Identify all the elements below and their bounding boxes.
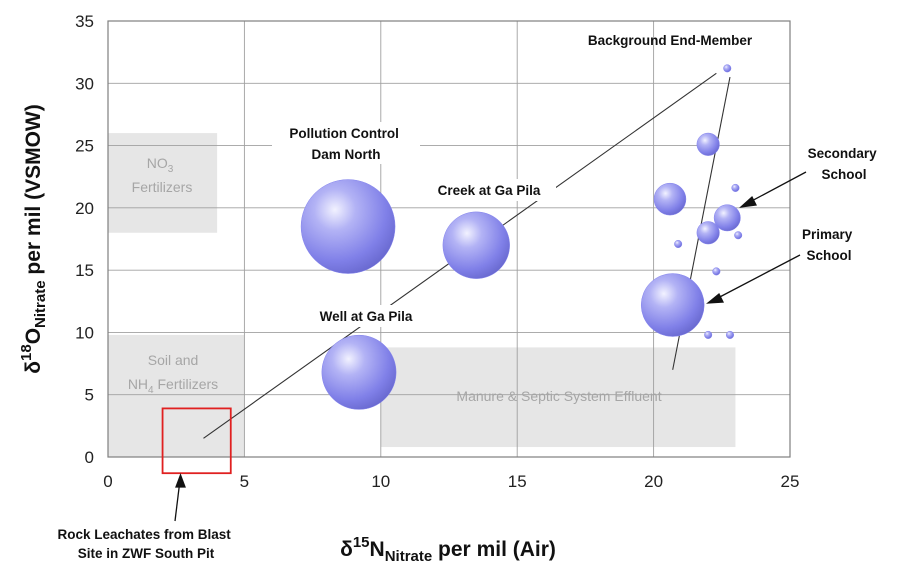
arrow-head-secondary xyxy=(739,195,757,208)
y-tick-label: 20 xyxy=(75,199,94,218)
arrow-head-primary xyxy=(706,292,725,304)
bubble-point xyxy=(704,330,713,339)
label-bg-well xyxy=(303,305,423,327)
zone-label-no3-fertilizers: NO3 Fertilizers xyxy=(132,155,193,195)
bubble-point xyxy=(696,221,720,245)
bubble-point xyxy=(653,182,687,216)
bubble-point xyxy=(321,334,397,410)
zone-label-manure-septic: Manure & Septic System Effluent xyxy=(456,388,661,404)
annotation-arrows xyxy=(174,171,807,522)
bubble-point xyxy=(696,132,720,156)
y-tick-label: 15 xyxy=(75,261,94,280)
bubble-point xyxy=(442,211,510,279)
x-axis-title: δ15NNitrate per mil (Air) xyxy=(340,534,556,562)
rock-leachate-highlight-box xyxy=(161,407,232,475)
bubble-point xyxy=(640,273,705,337)
source-zone-1 xyxy=(108,334,245,457)
bubble-point xyxy=(674,239,683,248)
bubble-point xyxy=(713,204,741,232)
source-zone-2 xyxy=(380,347,736,448)
x-tick-label: 20 xyxy=(644,472,663,491)
y-tick-label: 25 xyxy=(75,137,94,156)
annotation-primary-school: Primary School xyxy=(802,227,856,263)
plot-border xyxy=(107,20,791,458)
label-bg-creek xyxy=(422,179,556,201)
annotation-well-at-ga-pila: Well at Ga Pila xyxy=(320,309,413,324)
x-tick-label: 0 xyxy=(103,472,112,491)
annotation-secondary-school: Secondary School xyxy=(808,146,881,182)
label-bg-pollution xyxy=(272,122,420,164)
zone-label-soil-nh4-fertilizers: Soil and NH4 Fertilizers xyxy=(128,352,218,396)
y-tick-label: 5 xyxy=(85,386,94,405)
arrow-head-rock xyxy=(175,473,186,488)
source-zone-0 xyxy=(108,133,218,233)
bubble-point xyxy=(725,330,734,339)
annotation-background-end-member: Background End-Member xyxy=(588,33,753,48)
y-tick-label: 30 xyxy=(75,74,94,93)
arrow-secondary-school xyxy=(745,171,807,205)
bubble-point xyxy=(731,183,740,192)
bubbles xyxy=(300,64,743,410)
x-tick-label: 10 xyxy=(371,472,390,491)
bubble-point xyxy=(712,267,721,276)
x-tick-label: 25 xyxy=(781,472,800,491)
annotation-creek-at-ga-pila: Creek at Ga Pila xyxy=(438,183,541,198)
y-axis-title: δ18ONitrate per mil (VSMOW) xyxy=(18,104,49,373)
bubble-point xyxy=(723,64,732,73)
annotation-rock-leachates: Rock Leachates from Blast Site in ZWF So… xyxy=(57,527,234,561)
bubble-point xyxy=(300,179,396,274)
y-tick-label: 0 xyxy=(85,448,94,467)
arrow-primary-school xyxy=(713,254,801,301)
x-tick-label: 15 xyxy=(508,472,527,491)
x-tick-label: 5 xyxy=(240,472,249,491)
y-tick-label: 10 xyxy=(75,323,94,342)
bubble-point xyxy=(734,231,743,240)
y-tick-label: 35 xyxy=(75,12,94,31)
tick-labels: 0 5 10 15 20 25 0 5 10 15 20 25 30 35 xyxy=(75,12,799,491)
annotation-pollution-control-dam: Pollution Control Dam North xyxy=(289,126,402,162)
source-zones xyxy=(108,133,736,457)
